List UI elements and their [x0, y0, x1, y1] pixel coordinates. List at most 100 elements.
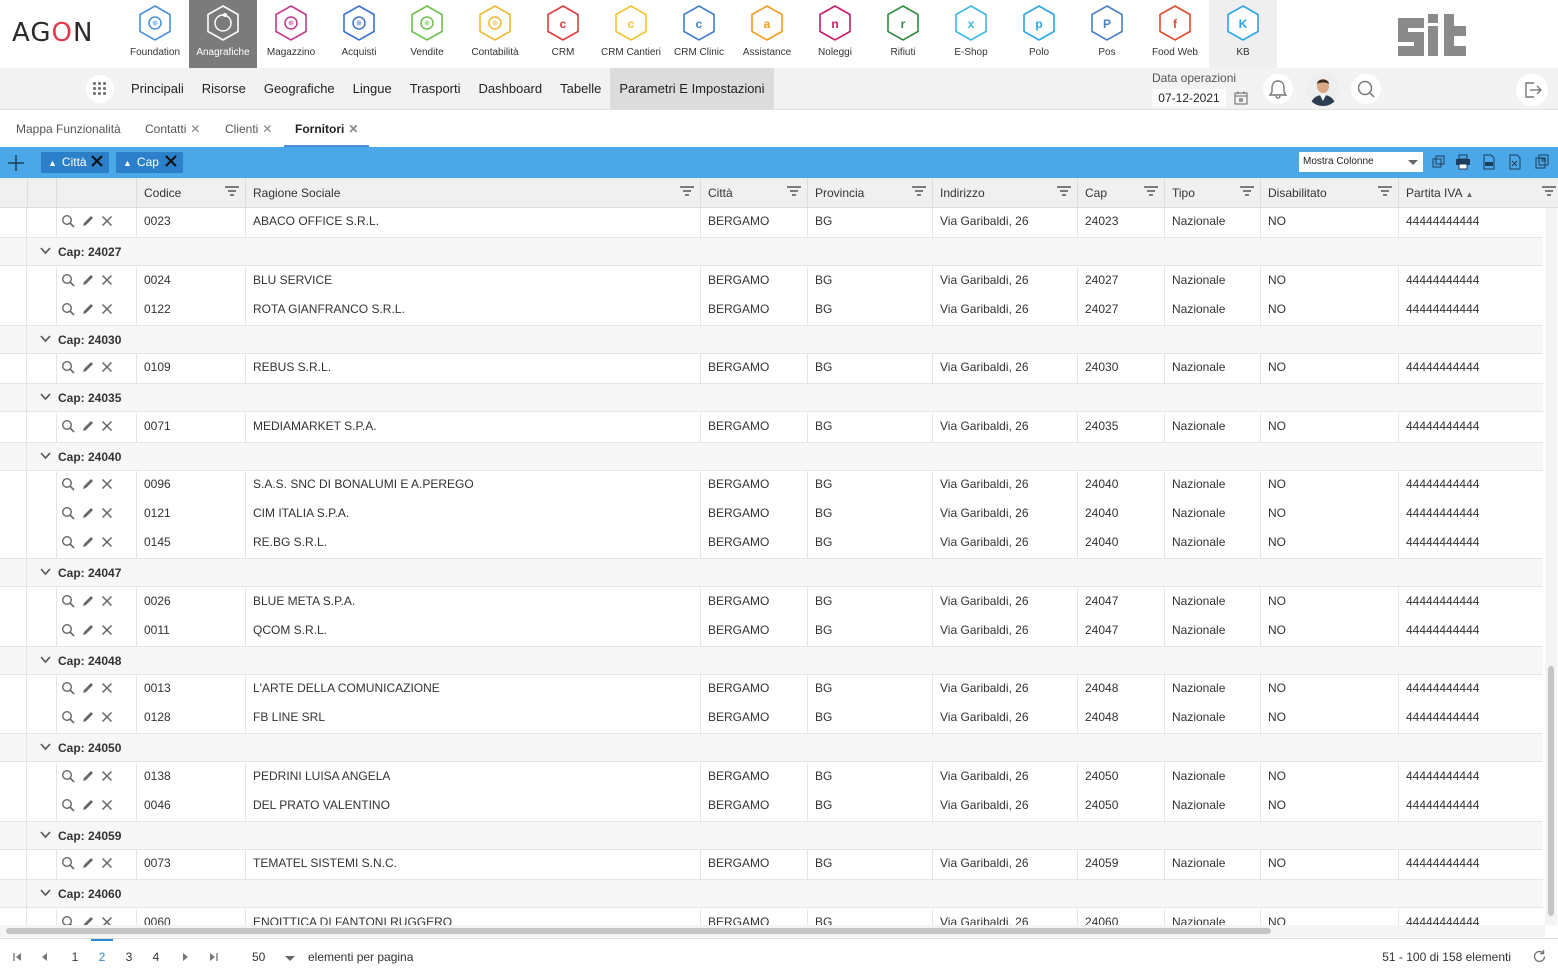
prev-page-icon[interactable]: [38, 950, 52, 964]
table-row[interactable]: 0122 ROTA GIANFRANCO S.R.L. BERGAMO BG Via G…: [0, 295, 1543, 325]
tab-fornitori[interactable]: Fornitori ✕: [284, 111, 370, 147]
filter-icon[interactable]: [1240, 186, 1254, 198]
chevron-down-icon[interactable]: [40, 451, 51, 460]
menu-item-lingue[interactable]: Lingue: [352, 81, 392, 96]
edit-icon[interactable]: [81, 535, 95, 549]
delete-icon[interactable]: [100, 594, 114, 608]
edit-icon[interactable]: [81, 477, 95, 491]
view-icon[interactable]: [61, 506, 75, 520]
module-crm-clinic[interactable]: c CRM Clinic: [665, 0, 733, 68]
table-row[interactable]: 0145 RE.BG S.R.L. BERGAMO BG Via Garibaldi, …: [0, 529, 1543, 558]
delete-icon[interactable]: [100, 477, 114, 491]
tab-clienti[interactable]: Clienti ✕: [225, 111, 272, 147]
chevron-down-icon[interactable]: [40, 247, 51, 255]
apps-grid-icon[interactable]: [86, 75, 114, 103]
table-row[interactable]: 0024 BLU SERVICE BERGAMO BG Via Garibaldi, 2…: [0, 266, 1543, 296]
module-acquisti[interactable]: Acquisti: [325, 0, 393, 68]
close-icon[interactable]: ✕: [262, 122, 273, 136]
table-row[interactable]: 0128 FB LINE SRL BERGAMO BG Via Garibaldi, 2…: [0, 704, 1543, 733]
delete-icon[interactable]: [100, 535, 114, 549]
header-disabilitato[interactable]: Disabilitato: [1260, 178, 1398, 208]
view-icon[interactable]: [61, 477, 75, 491]
header-codice[interactable]: Codice: [136, 178, 245, 208]
menu-item-trasporti[interactable]: Trasporti: [409, 81, 461, 96]
delete-icon[interactable]: [100, 710, 114, 724]
remove-group-icon[interactable]: [164, 154, 178, 168]
edit-icon[interactable]: [81, 594, 95, 608]
delete-icon[interactable]: [100, 798, 114, 812]
module-polo[interactable]: p Polo: [1005, 0, 1073, 68]
module-contabilit-[interactable]: Contabilità: [461, 0, 529, 68]
group-row[interactable]: Cap: 24059: [0, 820, 1543, 851]
module-rifiuti[interactable]: r Rifiuti: [869, 0, 937, 68]
refresh-icon[interactable]: [1532, 949, 1547, 964]
delete-icon[interactable]: [100, 506, 114, 520]
module-crm[interactable]: c CRM: [529, 0, 597, 68]
export-excel-icon[interactable]: [1507, 154, 1523, 170]
page-size-select[interactable]: 50: [245, 946, 301, 968]
chevron-down-icon[interactable]: [40, 743, 51, 751]
first-page-icon[interactable]: [11, 950, 25, 964]
group-row[interactable]: Cap: 24050: [0, 733, 1543, 763]
module-magazzino[interactable]: Magazzino: [257, 0, 325, 68]
filter-icon[interactable]: [912, 186, 926, 198]
page-number-3[interactable]: 3: [125, 950, 133, 964]
module-anagrafiche[interactable]: Anagrafiche: [189, 0, 257, 68]
table-row[interactable]: 0121 CIM ITALIA S.P.A. BERGAMO BG Via Gariba…: [0, 500, 1543, 529]
module-assistance[interactable]: a Assistance: [733, 0, 801, 68]
delete-icon[interactable]: [100, 915, 114, 926]
group-row[interactable]: Cap: 24027: [0, 237, 1543, 267]
filter-icon[interactable]: [1057, 186, 1071, 198]
chevron-down-icon[interactable]: [40, 568, 51, 576]
delete-icon[interactable]: [100, 360, 114, 374]
horizontal-scroll-thumb[interactable]: [6, 928, 1271, 934]
chevron-down-icon[interactable]: [40, 655, 51, 664]
table-row[interactable]: 0073 TEMATEL SISTEMI S.N.C. BERGAMO BG Via G…: [0, 850, 1543, 879]
group-row[interactable]: Cap: 24040: [0, 441, 1543, 472]
module-vendite[interactable]: Vendite: [393, 0, 461, 68]
module-e-shop[interactable]: x E-Shop: [937, 0, 1005, 68]
table-row[interactable]: 0071 MEDIAMARKET S.P.A. BERGAMO BG Via Garib…: [0, 412, 1543, 442]
edit-icon[interactable]: [81, 214, 95, 228]
view-icon[interactable]: [61, 594, 75, 608]
page-number-1[interactable]: 1: [71, 950, 79, 964]
export-csv-icon[interactable]: [1481, 154, 1497, 170]
chevron-down-icon[interactable]: [40, 334, 51, 343]
vertical-scroll-thumb[interactable]: [1548, 666, 1554, 916]
view-icon[interactable]: [61, 769, 75, 783]
filter-icon[interactable]: [680, 186, 694, 198]
next-page-icon[interactable]: [178, 950, 192, 964]
view-icon[interactable]: [61, 856, 75, 870]
delete-icon[interactable]: [100, 856, 114, 870]
delete-icon[interactable]: [100, 302, 114, 316]
edit-icon[interactable]: [81, 302, 95, 316]
operation-date-field[interactable]: 07-12-2021: [1152, 89, 1226, 107]
view-icon[interactable]: [61, 214, 75, 228]
header-indirizzo[interactable]: Indirizzo: [932, 178, 1077, 208]
chevron-down-icon[interactable]: [40, 393, 51, 401]
edit-icon[interactable]: [81, 623, 95, 637]
view-icon[interactable]: [61, 681, 75, 695]
edit-icon[interactable]: [81, 710, 95, 724]
menu-item-principali[interactable]: Principali: [131, 81, 184, 96]
delete-icon[interactable]: [100, 681, 114, 695]
menu-item-risorse[interactable]: Risorse: [201, 81, 246, 96]
view-icon[interactable]: [61, 623, 75, 637]
vertical-scrollbar[interactable]: [1545, 208, 1557, 925]
export-pdf-icon[interactable]: [1534, 154, 1550, 170]
module-food-web[interactable]: f Food Web: [1141, 0, 1209, 68]
delete-icon[interactable]: [100, 419, 114, 433]
add-icon[interactable]: [5, 152, 27, 174]
view-icon[interactable]: [61, 273, 75, 287]
delete-icon[interactable]: [100, 623, 114, 637]
logout-icon[interactable]: [1516, 74, 1548, 106]
menu-item-tabelle[interactable]: Tabelle: [560, 81, 602, 96]
edit-icon[interactable]: [81, 856, 95, 870]
filter-icon[interactable]: [787, 186, 801, 198]
tab-mappa-funzionalit-[interactable]: Mappa Funzionalità: [16, 111, 121, 147]
page-number-4[interactable]: 4: [152, 950, 160, 964]
show-columns-select[interactable]: Mostra Colonne: [1299, 152, 1423, 172]
tab-contatti[interactable]: Contatti ✕: [145, 111, 200, 147]
edit-icon[interactable]: [81, 915, 95, 926]
edit-icon[interactable]: [81, 273, 95, 287]
